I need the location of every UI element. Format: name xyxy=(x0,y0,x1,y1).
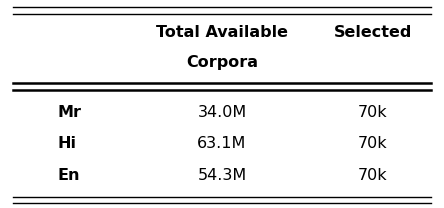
Text: Total Available: Total Available xyxy=(156,25,288,40)
Text: Hi: Hi xyxy=(58,136,77,151)
Text: Mr: Mr xyxy=(58,105,82,120)
Text: 70k: 70k xyxy=(358,168,388,183)
Text: 70k: 70k xyxy=(358,105,388,120)
Text: 70k: 70k xyxy=(358,136,388,151)
Text: Selected: Selected xyxy=(334,25,412,40)
Text: Corpora: Corpora xyxy=(186,55,258,70)
Text: En: En xyxy=(58,168,80,183)
Text: 63.1M: 63.1M xyxy=(197,136,247,151)
Text: 54.3M: 54.3M xyxy=(198,168,246,183)
Text: 34.0M: 34.0M xyxy=(198,105,246,120)
